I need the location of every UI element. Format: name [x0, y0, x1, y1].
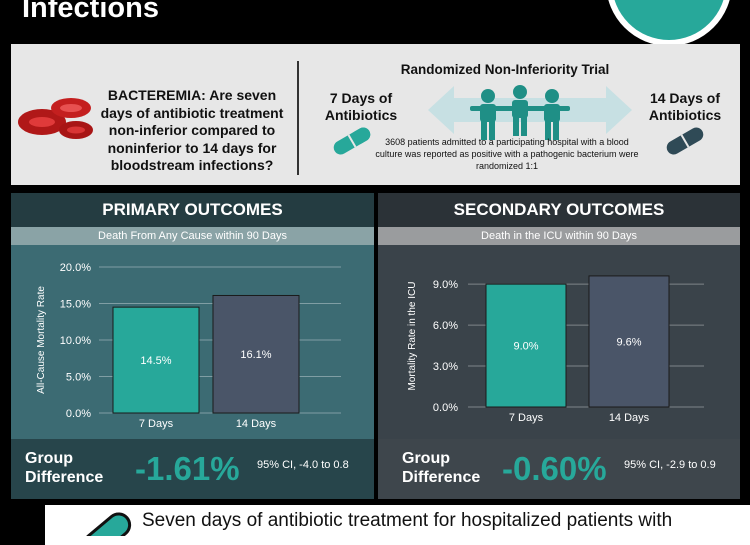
- data-label: 16.1%: [240, 349, 271, 361]
- confidence-interval: 95% CI, -2.9 to 0.9: [624, 459, 716, 471]
- x-tick-label: 7 Days: [509, 412, 544, 424]
- secondary-bar-chart: 0.0% 3.0% 6.0% 9.0% 9.0% 7 Days 9.6% 14 Days Mor…: [407, 275, 704, 424]
- pill-icon: [333, 127, 371, 155]
- secondary-outcomes-heading: SECONDARY OUTCOMES: [378, 193, 740, 227]
- y-tick-label: 0.0%: [433, 402, 458, 414]
- data-label: 14.5%: [140, 355, 171, 367]
- group-difference-label: Group Difference: [402, 450, 481, 486]
- y-axis-label: Mortality Rate in the ICU: [407, 282, 418, 391]
- y-tick-label: 5.0%: [66, 372, 91, 384]
- y-tick-label: 9.0%: [433, 279, 458, 291]
- secondary-outcomes-subheading: Death in the ICU within 90 Days: [378, 227, 740, 245]
- secondary-group-difference: Group Difference -0.60% 95% CI, -2.9 to …: [378, 439, 740, 499]
- primary-bar-chart: 0.0% 5.0% 10.0% 15.0% 20.0% 14.5% 7 Days 16.1% 1…: [36, 262, 341, 430]
- trial-title: Randomized Non-Inferiority Trial: [400, 62, 610, 77]
- conclusion-text: Seven days of antibiotic treatment for h…: [142, 510, 673, 531]
- y-tick-label: 15.0%: [60, 299, 91, 311]
- y-tick-label: 0.0%: [66, 408, 91, 420]
- study-question: BACTEREMIA: Are seven days of antibiotic…: [100, 87, 284, 173]
- y-axis-label: All-Cause Mortality Rate: [36, 286, 47, 394]
- logo-text: 2m: [612, 0, 726, 7]
- red-blood-cells-icon: [18, 98, 93, 139]
- people-icon: [470, 85, 570, 140]
- primary-outcomes-subheading: Death From Any Cause within 90 Days: [11, 227, 374, 245]
- y-tick-label: 3.0%: [433, 361, 458, 373]
- y-tick-label: 10.0%: [60, 335, 91, 347]
- x-tick-label: 14 Days: [609, 412, 650, 424]
- data-label: 9.6%: [616, 336, 641, 348]
- pill-dark-icon: [666, 127, 704, 155]
- bar: [112, 306, 200, 414]
- group-difference-label: Group Difference: [25, 450, 104, 486]
- pill-banner-icon: [83, 512, 132, 536]
- x-tick-label: 14 Days: [236, 418, 277, 430]
- bar: [485, 283, 567, 408]
- primary-group-difference: Group Difference -1.61% 95% CI, -4.0 to …: [11, 439, 374, 499]
- data-label: 9.0%: [513, 341, 538, 353]
- bar: [588, 275, 670, 408]
- y-tick-label: 6.0%: [433, 320, 458, 332]
- page-title: Infections: [22, 0, 159, 24]
- bar: [212, 294, 300, 414]
- logo: 2m: [606, 0, 732, 46]
- group-difference-value: -1.61%: [135, 450, 240, 487]
- x-tick-label: 7 Days: [139, 418, 174, 430]
- arm-2-label: 14 Days of Antibiotics: [648, 90, 722, 123]
- arm-1-label: 7 Days of Antibiotics: [324, 90, 398, 123]
- confidence-interval: 95% CI, -4.0 to 0.8: [257, 459, 349, 471]
- group-difference-value: -0.60%: [502, 450, 607, 487]
- primary-outcomes-heading: PRIMARY OUTCOMES: [11, 193, 374, 227]
- divider: [297, 61, 299, 175]
- trial-description: 3608 patients admitted to a participatin…: [375, 137, 639, 171]
- y-tick-label: 20.0%: [60, 262, 91, 274]
